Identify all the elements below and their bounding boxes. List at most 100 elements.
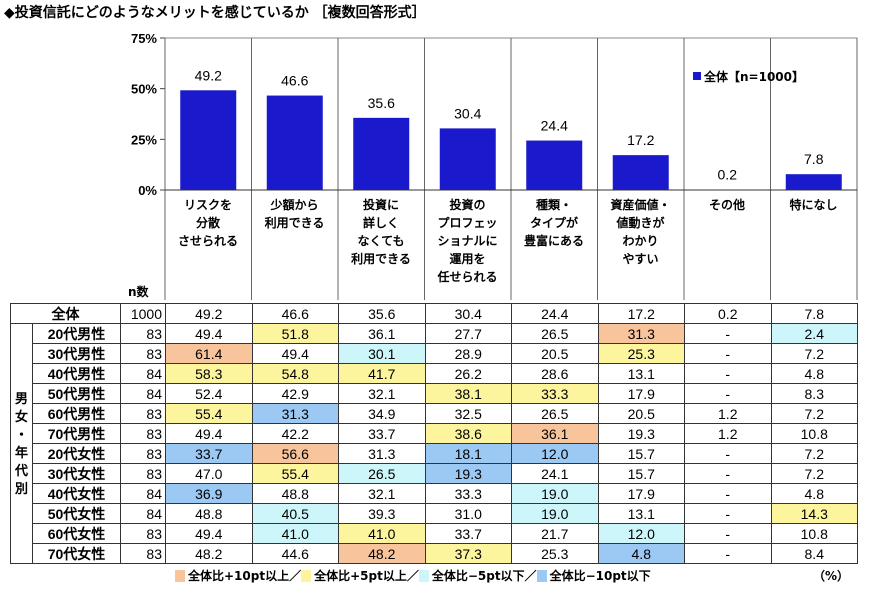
value-cell: -	[684, 483, 772, 504]
bar	[180, 90, 237, 190]
value-cell: 13.1	[597, 363, 685, 384]
value-cell: 10.8	[770, 423, 858, 444]
n-value: 83	[120, 523, 166, 544]
value-cell: 8.4	[770, 543, 858, 564]
table-row: 70代女性 83 48.2 44.6 48.2 37.3 25.3 4.8-8.4	[11, 543, 858, 564]
legend-label: 全体比+5pt以上／	[314, 569, 419, 583]
bar	[526, 140, 583, 190]
bar	[785, 174, 842, 190]
value-cell: 8.3	[770, 383, 858, 404]
n-value: 1000	[120, 303, 166, 324]
value-cell: 58.3	[165, 363, 253, 384]
category-header: 投資の プロフェッ ショナルに 運用を 任せられる	[437, 198, 498, 284]
value-cell: 36.1	[338, 323, 426, 344]
value-cell: 47.0	[165, 463, 253, 484]
legend-label: 全体【n=1000】	[703, 69, 804, 84]
legend-row: 全体比+10pt以上／ 全体比+5pt以上／ 全体比−5pt以下／ 全体比−10pt以…	[10, 568, 857, 584]
table-row: 60代女性 83 49.4 41.0 41.0 33.7 21.7 12.0-10.8	[11, 523, 858, 544]
table-row: 40代女性 84 36.9 48.8 32.1 33.3 19.0 17.9-4.8	[11, 483, 858, 504]
value-cell: 20.5	[597, 403, 685, 424]
n-value: 84	[120, 383, 166, 404]
value-cell: 41.0	[338, 523, 426, 544]
table-row: 30代女性 83 47.0 55.4 26.5 19.3 24.1 15.7-7.2	[11, 463, 858, 484]
value-cell: 30.4	[424, 303, 512, 324]
value-cell: 20.5	[511, 343, 599, 364]
value-cell: 31.3	[597, 323, 685, 344]
value-cell: 25.3	[597, 343, 685, 364]
value-cell: 49.4	[165, 523, 253, 544]
row-label: 30代女性	[32, 463, 121, 484]
value-cell: 30.1	[338, 343, 426, 364]
group-label: 男 女 ・ 年 代 別	[10, 323, 33, 564]
value-cell: 54.8	[251, 363, 339, 384]
value-cell: 15.7	[597, 443, 685, 464]
bar-value-label: 0.2	[718, 167, 738, 183]
value-cell: 32.1	[338, 483, 426, 504]
value-cell: 34.9	[338, 403, 426, 424]
category-header: リスクを 分散 させられる	[177, 198, 238, 248]
value-cell: 55.4	[165, 403, 253, 424]
n-value: 83	[120, 343, 166, 364]
value-cell: 33.7	[165, 443, 253, 464]
value-cell: 32.5	[424, 403, 512, 424]
y-tick-label: 50%	[131, 82, 157, 97]
value-cell: 26.2	[424, 363, 512, 384]
legend-swatch	[301, 570, 312, 582]
row-label: 50代男性	[32, 383, 121, 404]
table-row: 40代男性 84 58.3 54.8 41.7 26.2 28.6 13.1-4.8	[11, 363, 858, 384]
bar	[439, 128, 496, 190]
table-row: 50代男性 84 52.4 42.9 32.1 38.1 33.3 17.9-8.3	[11, 383, 858, 404]
n-value: 83	[120, 423, 166, 444]
table-row-total: 全体 1000 49.2 46.6 35.6 30.4 24.4 17.2 0.2 7.8	[10, 303, 858, 324]
n-value: 83	[120, 463, 166, 484]
value-cell: 49.4	[251, 343, 339, 364]
n-value: 83	[120, 543, 166, 564]
row-label: 60代女性	[32, 523, 121, 544]
value-cell: 56.6	[251, 443, 339, 464]
value-cell: -	[684, 523, 772, 544]
category-header: その他	[708, 198, 745, 212]
value-cell: 33.3	[424, 483, 512, 504]
value-cell: 2.4	[770, 323, 858, 344]
bar	[353, 117, 410, 190]
row-label: 20代女性	[32, 443, 121, 464]
table-section: 全体 1000 49.2 46.6 35.6 30.4 24.4 17.2 0.2 7.8 男 女 …	[10, 303, 858, 584]
bar-value-label: 30.4	[454, 105, 481, 121]
category-headers: リスクを 分散 させられる 少額から 利用できる 投資に 詳しく なくても 利用でき…	[165, 193, 857, 301]
value-cell: 17.9	[597, 383, 685, 404]
value-cell: 7.2	[770, 443, 858, 464]
value-cell: 26.5	[511, 403, 599, 424]
table-row: 男 女 ・ 年 代 別 20代男性 83 49.4 51.8 36.1 27.7 26.5 31…	[10, 323, 858, 564]
table-row: 50代女性 84 48.8 40.5 39.3 31.0 19.0 13.1-14.3	[11, 503, 858, 524]
value-cell: 37.3	[424, 543, 512, 564]
bar	[612, 155, 669, 190]
value-cell: -	[684, 343, 772, 364]
value-cell: 48.8	[165, 503, 253, 524]
value-cell: 48.8	[251, 483, 339, 504]
bar-chart: 75% 50% 25% 0% 49.2 46.6 35.6 30.4 24.4 17.2 0.2 7.…	[131, 31, 858, 300]
legend-label: 全体比−10pt以下	[549, 569, 651, 583]
bar-value-label: 49.2	[195, 67, 222, 83]
value-cell: 40.5	[251, 503, 339, 524]
value-cell: 36.1	[511, 423, 599, 444]
legend-swatch	[693, 72, 701, 80]
value-cell: 52.4	[165, 383, 253, 404]
value-cell: 0.2	[684, 303, 772, 324]
value-cell: 19.0	[511, 483, 599, 504]
category-header: 投資に 詳しく なくても 利用できる	[351, 198, 411, 266]
value-cell: 25.3	[511, 543, 599, 564]
legend-label: 全体比−5pt以下／	[431, 569, 537, 583]
value-cell: 10.8	[770, 523, 858, 544]
y-tick-label: 0%	[138, 183, 157, 198]
value-cell: 61.4	[165, 343, 253, 364]
value-cell: 51.8	[251, 323, 339, 344]
value-cell: 18.1	[424, 443, 512, 464]
value-cell: 28.9	[424, 343, 512, 364]
value-cell: 38.1	[424, 383, 512, 404]
value-cell: 7.8	[770, 303, 858, 324]
value-cell: 26.5	[338, 463, 426, 484]
row-label: 全体	[10, 303, 121, 324]
value-cell: 1.2	[684, 423, 772, 444]
value-cell: 33.7	[338, 423, 426, 444]
value-cell: 32.1	[338, 383, 426, 404]
